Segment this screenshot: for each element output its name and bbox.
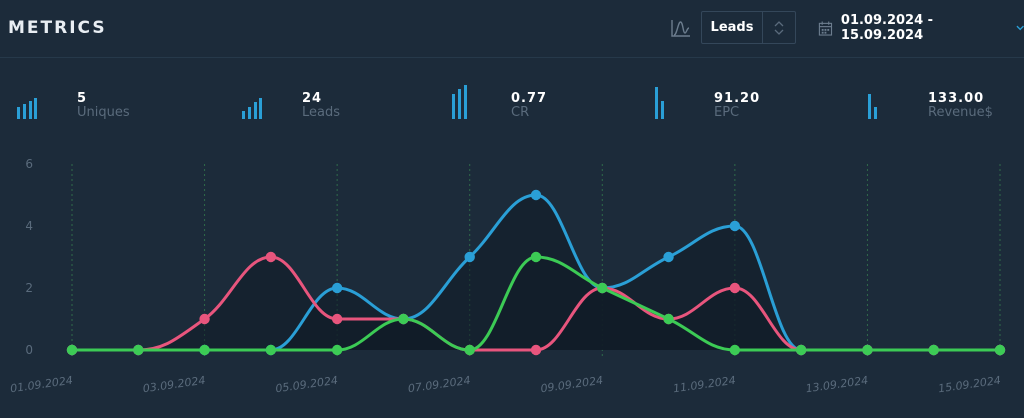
x-tick-label: 11.09.2024 bbox=[672, 374, 736, 396]
date-range-text: 01.09.2024 - 15.09.2024 bbox=[840, 13, 934, 43]
y-tick-label: 0 bbox=[25, 343, 33, 357]
y-tick-label: 2 bbox=[25, 281, 33, 295]
data-point bbox=[331, 282, 343, 294]
metric-select-value: Leads bbox=[702, 12, 763, 43]
data-point bbox=[265, 344, 277, 356]
data-point bbox=[994, 344, 1006, 356]
x-tick-label: 01.09.2024 bbox=[9, 374, 73, 396]
x-tick-label: 03.09.2024 bbox=[142, 374, 206, 396]
data-point bbox=[729, 282, 741, 294]
data-point bbox=[331, 313, 343, 325]
stat-label: CR bbox=[511, 105, 530, 120]
x-tick-label: 07.09.2024 bbox=[407, 374, 471, 396]
series-area bbox=[72, 257, 1000, 350]
data-point bbox=[928, 344, 939, 356]
data-point bbox=[597, 282, 608, 294]
bar-chart-icon bbox=[17, 98, 37, 119]
select-arrows-icon[interactable] bbox=[763, 12, 795, 43]
line-chart: 0 2 4 6 01.09.2024 03.09.2024 05.09.2024 07.09.… bbox=[9, 157, 1006, 396]
data-point bbox=[133, 344, 144, 356]
series-area bbox=[72, 257, 1000, 350]
y-tick-label: 6 bbox=[25, 157, 33, 171]
stat-label: Uniques bbox=[77, 105, 130, 120]
stat-value: 133.00 bbox=[928, 91, 985, 106]
x-tick-label: 09.09.2024 bbox=[540, 374, 604, 396]
data-point bbox=[795, 344, 807, 356]
date-range-picker[interactable]: 01.09.2024 - 15.09.2024 bbox=[818, 13, 1024, 43]
data-point bbox=[398, 313, 409, 325]
page-title: METRICS bbox=[8, 18, 107, 38]
bar-chart-icon bbox=[242, 98, 262, 119]
stat-label: EPC bbox=[714, 105, 740, 120]
data-point bbox=[530, 251, 542, 263]
series-line bbox=[70, 255, 1002, 352]
x-tick-label: 05.09.2024 bbox=[275, 374, 339, 396]
top-bar: METRICS Leads 01.09.2024 - 15.09.2024 bbox=[0, 0, 1024, 58]
stat-value: 91.20 bbox=[714, 91, 761, 106]
data-point bbox=[331, 344, 343, 356]
stat-value: 24 bbox=[302, 91, 323, 106]
bar-chart-icon bbox=[452, 85, 467, 119]
data-point bbox=[66, 344, 78, 356]
stat-label: Revenue$ bbox=[928, 105, 993, 120]
data-point bbox=[663, 251, 674, 263]
data-point bbox=[729, 344, 741, 356]
calendar-icon bbox=[818, 21, 833, 36]
stat-value: 0.77 bbox=[511, 91, 548, 106]
bar-chart-icon bbox=[868, 94, 877, 119]
data-point bbox=[199, 313, 210, 325]
x-tick-label: 15.09.2024 bbox=[937, 374, 1001, 396]
line-chart-icon[interactable] bbox=[670, 18, 692, 38]
data-point bbox=[530, 189, 542, 201]
data-point bbox=[199, 344, 210, 356]
x-tick-label: 13.09.2024 bbox=[805, 374, 869, 396]
data-point bbox=[464, 251, 475, 263]
data-point bbox=[663, 313, 674, 325]
data-point bbox=[530, 344, 542, 356]
bar-chart-icon bbox=[655, 87, 664, 119]
chevron-down-icon[interactable] bbox=[1016, 25, 1024, 31]
metric-select[interactable]: Leads bbox=[701, 11, 796, 44]
data-point bbox=[464, 344, 475, 356]
stats-row: 5 Uniques 24 Leads 0.77 CR 91.20 EPC bbox=[0, 80, 1024, 130]
y-tick-label: 4 bbox=[25, 219, 33, 233]
stat-value: 5 bbox=[77, 91, 88, 106]
data-point bbox=[862, 344, 873, 356]
data-point bbox=[729, 220, 741, 232]
stat-label: Leads bbox=[302, 105, 341, 120]
data-point bbox=[265, 251, 277, 263]
